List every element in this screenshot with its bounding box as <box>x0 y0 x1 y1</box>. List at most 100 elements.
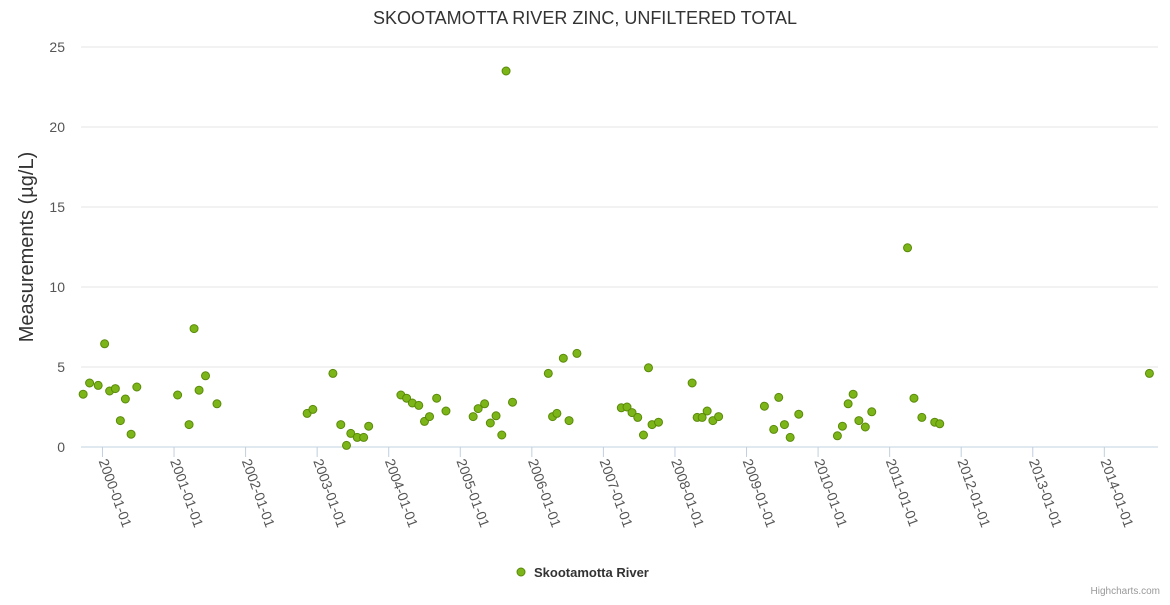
data-point[interactable] <box>714 412 724 422</box>
data-point[interactable] <box>1144 368 1154 378</box>
y-tick-label: 25 <box>49 39 65 55</box>
data-point[interactable] <box>100 339 110 349</box>
data-point[interactable] <box>328 368 338 378</box>
y-tick-label: 0 <box>57 439 65 455</box>
data-point[interactable] <box>697 412 707 422</box>
data-point[interactable] <box>173 390 183 400</box>
legend[interactable]: Skootamotta River <box>516 565 649 580</box>
data-point[interactable] <box>774 392 784 402</box>
data-point[interactable] <box>126 429 136 439</box>
data-point[interactable] <box>497 430 507 440</box>
data-point[interactable] <box>552 408 562 418</box>
x-tick-label: 2011-01-01 <box>883 457 922 529</box>
data-point[interactable] <box>867 407 877 417</box>
data-point[interactable] <box>633 412 643 422</box>
data-point[interactable] <box>794 409 804 419</box>
x-tick-label: 2013-01-01 <box>1026 457 1066 530</box>
data-point[interactable] <box>402 393 412 403</box>
y-tick-label: 20 <box>49 119 65 135</box>
x-tick-label: 2014-01-01 <box>1098 457 1138 530</box>
data-point[interactable] <box>85 378 95 388</box>
data-point[interactable] <box>441 406 451 416</box>
data-point[interactable] <box>189 324 199 334</box>
y-axis-ticks: 0 5 10 15 20 25 <box>49 39 65 455</box>
data-point[interactable] <box>485 418 495 428</box>
data-point[interactable] <box>425 412 435 422</box>
data-point[interactable] <box>132 382 142 392</box>
y-tick-label: 15 <box>49 199 65 215</box>
data-point[interactable] <box>843 399 853 409</box>
data-point[interactable] <box>491 411 501 421</box>
y-tick-label: 5 <box>57 359 65 375</box>
data-point[interactable] <box>779 420 789 430</box>
data-point[interactable] <box>702 406 712 416</box>
data-point[interactable] <box>115 416 125 426</box>
data-point[interactable] <box>359 432 369 442</box>
data-point[interactable] <box>341 440 351 450</box>
data-point[interactable] <box>480 399 490 409</box>
grid-lines <box>81 46 1158 448</box>
x-tick-label: 2000-01-01 <box>96 457 136 530</box>
data-point[interactable] <box>194 385 204 395</box>
x-tick-label: 2012-01-01 <box>954 457 994 530</box>
data-point[interactable] <box>558 353 568 363</box>
data-point[interactable] <box>308 404 318 414</box>
data-point[interactable] <box>346 428 356 438</box>
x-tick-label: 2008-01-01 <box>668 457 708 530</box>
chart-title: SKOOTAMOTTA RIVER ZINC, UNFILTERED TOTAL <box>373 8 797 28</box>
x-tick-label: 2007-01-01 <box>597 457 637 530</box>
data-point[interactable] <box>643 363 653 373</box>
legend-label[interactable]: Skootamotta River <box>534 565 649 580</box>
y-axis-title: Measurements (µg/L) <box>16 152 38 342</box>
data-point[interactable] <box>935 419 945 429</box>
data-point[interactable] <box>473 404 483 414</box>
data-point[interactable] <box>909 393 919 403</box>
x-tick-label: 2004-01-01 <box>382 457 422 530</box>
credits-link[interactable]: Highcharts.com <box>1091 586 1160 597</box>
data-point[interactable] <box>903 243 913 253</box>
data-point[interactable] <box>854 416 864 426</box>
data-point[interactable] <box>785 432 795 442</box>
data-point[interactable] <box>184 420 194 430</box>
y-tick-label: 10 <box>49 279 65 295</box>
data-point[interactable] <box>78 389 88 399</box>
data-point[interactable] <box>201 371 211 381</box>
data-point[interactable] <box>848 389 858 399</box>
x-tick-label: 2006-01-01 <box>525 457 565 530</box>
data-point[interactable] <box>832 431 842 441</box>
data-point[interactable] <box>860 422 870 432</box>
data-point[interactable] <box>364 421 374 431</box>
data-point[interactable] <box>654 417 664 427</box>
data-point[interactable] <box>638 430 648 440</box>
x-tick-label: 2003-01-01 <box>310 457 350 530</box>
x-axis-ticks: 2000-01-01 2001-01-01 2002-01-01 2003-01-01… <box>96 447 1137 530</box>
x-tick-label: 2009-01-01 <box>740 457 780 530</box>
data-point[interactable] <box>572 348 582 358</box>
data-point[interactable] <box>336 420 346 430</box>
data-point[interactable] <box>759 401 769 411</box>
data-point[interactable] <box>543 368 553 378</box>
data-point[interactable] <box>110 384 120 394</box>
legend-marker[interactable] <box>516 567 526 577</box>
data-point[interactable] <box>627 408 637 418</box>
x-tick-label: 2010-01-01 <box>811 457 851 530</box>
data-point[interactable] <box>93 380 103 390</box>
x-tick-label: 2002-01-01 <box>239 457 279 530</box>
x-tick-label: 2005-01-01 <box>453 457 493 530</box>
data-point[interactable] <box>501 66 511 76</box>
data-point[interactable] <box>508 397 518 407</box>
data-point[interactable] <box>837 421 847 431</box>
data-point[interactable] <box>769 424 779 434</box>
data-point[interactable] <box>432 393 442 403</box>
data-point[interactable] <box>120 394 130 404</box>
data-point[interactable] <box>212 399 222 409</box>
data-point[interactable] <box>468 412 478 422</box>
data-point[interactable] <box>414 400 424 410</box>
data-point[interactable] <box>687 378 697 388</box>
data-point[interactable] <box>622 402 632 412</box>
data-point[interactable] <box>564 416 574 426</box>
data-point[interactable] <box>917 412 927 422</box>
data-points <box>78 66 1154 450</box>
